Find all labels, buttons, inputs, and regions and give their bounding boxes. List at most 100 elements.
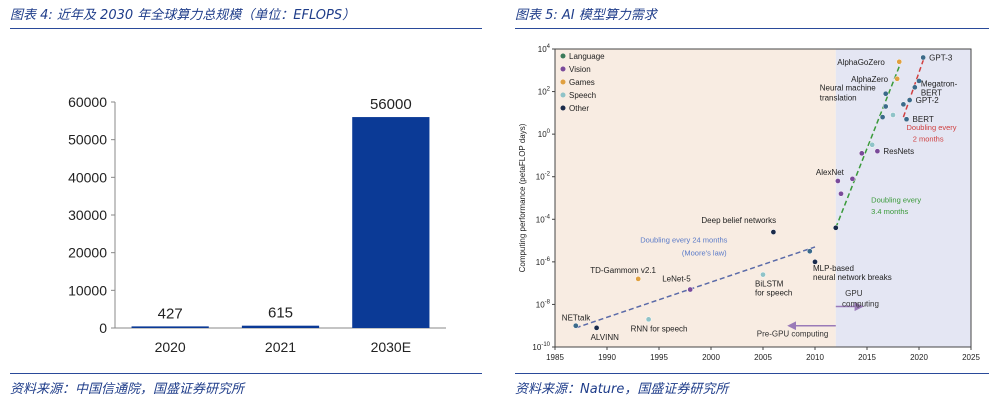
- point-label: ResNets: [883, 147, 914, 156]
- legend-entry: Games: [569, 78, 595, 87]
- data-point: [635, 276, 642, 282]
- gpu-annotation: computing: [842, 300, 879, 309]
- bar-2021: [241, 325, 320, 328]
- doubling-3-4-annotation: Doubling every: [871, 195, 921, 204]
- y-tick-label: 30000: [68, 207, 107, 223]
- right-source-rule: [515, 373, 989, 374]
- data-point: [896, 58, 903, 65]
- moores-law-annotation: (Moore's law): [682, 248, 727, 257]
- data-label: 615: [268, 305, 293, 322]
- legend-marker: [560, 53, 566, 59]
- point-label: Megatron-BERT: [921, 79, 958, 97]
- point-label: AlphaZero: [851, 75, 888, 84]
- data-point: [920, 54, 927, 61]
- point-label: Neural machine translation: [820, 84, 877, 103]
- moores-law-trend-line: [575, 246, 816, 329]
- doubling-2-annotation: 2 months: [913, 135, 944, 144]
- y-tick-label: 20000: [68, 245, 107, 261]
- data-point: [906, 97, 913, 103]
- legend-marker: [560, 79, 566, 85]
- point-label: TD-Gammom v2.1: [590, 266, 656, 275]
- x-tick-label: 2000: [702, 353, 720, 362]
- legend-marker: [560, 66, 566, 72]
- doubling-2-months-trend-line: [902, 57, 925, 118]
- data-point: [835, 178, 841, 184]
- x-tick-label: 2020: [155, 339, 186, 355]
- x-tick-label: 2010: [806, 353, 824, 362]
- doubling-3-4-months-trend-line: [835, 63, 901, 229]
- x-tick-label: 1985: [546, 353, 564, 362]
- x-tick-label: 2005: [754, 353, 772, 362]
- data-point: [645, 316, 652, 323]
- x-tick-label: 2025: [962, 353, 980, 362]
- x-tick-label: 1990: [598, 353, 616, 362]
- point-label: Deep belief networks: [701, 216, 776, 225]
- y-tick-label: 60000: [68, 94, 107, 110]
- y-tick-label: 50000: [68, 132, 107, 148]
- y-tick-label: 10-10: [532, 342, 550, 352]
- data-point: [894, 75, 901, 82]
- legend-entry: Other: [569, 104, 589, 113]
- data-point: [916, 78, 922, 84]
- pre-gpu-annotation: Pre-GPU computing: [757, 329, 829, 338]
- right-source: 资料来源：Nature，国盛证券研究所: [515, 382, 729, 397]
- data-point: [838, 190, 844, 197]
- point-label: BERT: [913, 115, 934, 124]
- right-scatter-chart: 10-10 10-8 10-6 10-4 10-2 100 102 104 1985 1990 19…: [518, 44, 980, 362]
- y-axis-label: Computing performance (petaFLOP days): [518, 123, 527, 272]
- pre-gpu-region: [555, 49, 836, 347]
- legend-entry: Speech: [569, 91, 596, 100]
- point-label: ALVINN: [591, 333, 620, 342]
- right-title-rule: [515, 28, 989, 29]
- left-chart-title: 图表 4: 近年及 2030 年全球算力总规模（单位：EFLOPS）: [10, 8, 356, 23]
- point-label: RNN for speech: [631, 324, 688, 333]
- data-point: [806, 248, 813, 255]
- data-point: [882, 103, 889, 110]
- legend-marker: [560, 92, 566, 98]
- left-title-rule: [10, 28, 482, 29]
- point-label: GPT-2: [916, 96, 940, 105]
- doubling-2-annotation: Doubling every: [907, 123, 957, 132]
- x-tick-label: 2020: [910, 353, 928, 362]
- point-label: MLP-based neural network breaks: [813, 264, 892, 282]
- moores-law-annotation: Doubling every 24 months: [640, 236, 727, 245]
- left-source-rule: [10, 373, 482, 374]
- data-point: [832, 224, 839, 231]
- point-label: BiLSTM for speech: [755, 280, 792, 298]
- data-point: [900, 101, 907, 108]
- legend-entry: Vision: [569, 65, 591, 74]
- data-point: [874, 148, 881, 155]
- y-tick-label: 10000: [68, 282, 107, 298]
- data-point: [593, 324, 600, 331]
- left-bar-chart: 0 10000 20000 30000 40000 50000 60000 427 2020 61…: [68, 94, 446, 355]
- data-point: [849, 175, 856, 182]
- gpu-annotation: GPU: [845, 289, 863, 298]
- y-tick-label: 10-8: [536, 299, 551, 309]
- legend-entry: Language: [569, 52, 605, 61]
- data-point: [890, 112, 896, 118]
- y-tick-label: 104: [538, 44, 551, 54]
- data-point: [882, 90, 889, 97]
- data-point: [879, 114, 886, 120]
- data-point: [687, 286, 694, 293]
- bar-2020: [131, 326, 209, 328]
- y-tick-label: 10-4: [536, 214, 551, 224]
- data-point: [812, 259, 818, 265]
- point-label: AlphaGoZero: [837, 58, 885, 67]
- y-tick-label: 0: [99, 320, 107, 336]
- y-tick-label: 40000: [68, 169, 107, 185]
- bar-2030e: [352, 117, 430, 328]
- data-point: [770, 229, 777, 235]
- doubling-3-4-annotation: 3.4 months: [871, 207, 908, 216]
- point-label: GPT-3: [929, 54, 953, 63]
- x-tick-label: 1995: [650, 353, 668, 362]
- x-tick-label: 2015: [858, 353, 876, 362]
- data-point: [903, 116, 910, 123]
- data-point: [869, 141, 876, 148]
- legend-marker: [560, 105, 566, 111]
- x-tick-label: 2021: [265, 339, 296, 355]
- gpu-region: [835, 49, 971, 347]
- data-point: [572, 322, 579, 329]
- left-source: 资料来源：中国信通院，国盛证券研究所: [10, 382, 245, 397]
- y-tick-label: 10-2: [536, 172, 551, 182]
